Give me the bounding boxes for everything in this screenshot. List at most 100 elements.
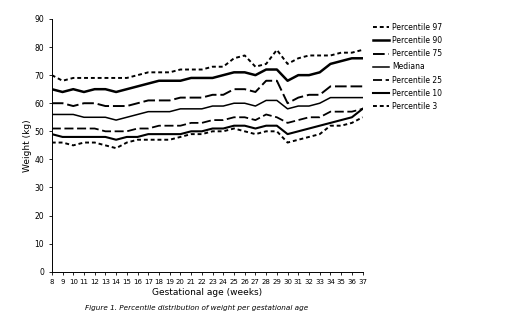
Mediana bbox=[102, 115, 108, 119]
Percentile 75 bbox=[359, 84, 366, 88]
Percentile 97 bbox=[241, 54, 248, 58]
Percentile 10 bbox=[49, 132, 55, 136]
Percentile 97 bbox=[274, 48, 280, 52]
Percentile 3 bbox=[231, 127, 237, 131]
Percentile 25 bbox=[113, 130, 119, 133]
Percentile 97 bbox=[359, 48, 366, 52]
Percentile 10 bbox=[102, 135, 108, 139]
Percentile 75 bbox=[92, 101, 98, 105]
Percentile 3 bbox=[188, 132, 194, 136]
Percentile 97 bbox=[102, 76, 108, 80]
Percentile 10 bbox=[113, 138, 119, 142]
Percentile 75 bbox=[60, 101, 66, 105]
Percentile 75 bbox=[209, 93, 215, 97]
Percentile 10 bbox=[145, 132, 151, 136]
Percentile 25 bbox=[199, 121, 205, 125]
Percentile 97 bbox=[60, 79, 66, 83]
Percentile 10 bbox=[92, 135, 98, 139]
Percentile 3 bbox=[135, 138, 141, 142]
Mediana bbox=[209, 104, 215, 108]
Percentile 10 bbox=[263, 124, 269, 128]
Percentile 75 bbox=[81, 101, 87, 105]
Percentile 10 bbox=[252, 127, 258, 131]
Percentile 10 bbox=[241, 124, 248, 128]
Percentile 75 bbox=[284, 101, 291, 105]
Text: Figure 1. Percentile distribution of weight per gestational age: Figure 1. Percentile distribution of wei… bbox=[85, 305, 308, 311]
Percentile 97 bbox=[124, 76, 130, 80]
Line: Percentile 10: Percentile 10 bbox=[52, 109, 363, 140]
Mediana bbox=[252, 104, 258, 108]
Percentile 75 bbox=[70, 104, 76, 108]
Percentile 97 bbox=[263, 62, 269, 66]
Mediana bbox=[177, 107, 183, 111]
Percentile 10 bbox=[231, 124, 237, 128]
Percentile 10 bbox=[70, 135, 76, 139]
Percentile 90 bbox=[306, 73, 312, 77]
Percentile 10 bbox=[177, 132, 183, 136]
Percentile 90 bbox=[220, 73, 226, 77]
Mediana bbox=[60, 112, 66, 116]
Percentile 90 bbox=[338, 59, 344, 63]
Percentile 10 bbox=[81, 135, 87, 139]
Percentile 3 bbox=[70, 143, 76, 147]
Percentile 10 bbox=[316, 124, 323, 128]
Percentile 10 bbox=[209, 127, 215, 131]
Percentile 90 bbox=[92, 87, 98, 91]
Percentile 75 bbox=[252, 90, 258, 94]
Percentile 3 bbox=[145, 138, 151, 142]
Percentile 10 bbox=[295, 130, 301, 133]
Percentile 25 bbox=[177, 124, 183, 128]
Percentile 90 bbox=[60, 90, 66, 94]
Percentile 75 bbox=[316, 93, 323, 97]
Mediana bbox=[241, 101, 248, 105]
Percentile 75 bbox=[156, 99, 162, 102]
Percentile 3 bbox=[49, 141, 55, 144]
Line: Percentile 3: Percentile 3 bbox=[52, 117, 363, 148]
Percentile 97 bbox=[316, 54, 323, 58]
Mediana bbox=[167, 110, 173, 113]
Percentile 10 bbox=[349, 115, 355, 119]
Percentile 97 bbox=[220, 65, 226, 69]
Percentile 3 bbox=[295, 138, 301, 142]
Percentile 3 bbox=[124, 141, 130, 144]
Mediana bbox=[113, 118, 119, 122]
Percentile 90 bbox=[231, 70, 237, 74]
Percentile 3 bbox=[338, 124, 344, 128]
Percentile 10 bbox=[306, 127, 312, 131]
Percentile 90 bbox=[113, 90, 119, 94]
Percentile 97 bbox=[49, 73, 55, 77]
Mediana bbox=[70, 112, 76, 116]
Percentile 10 bbox=[135, 135, 141, 139]
Percentile 3 bbox=[156, 138, 162, 142]
Percentile 97 bbox=[135, 73, 141, 77]
Mediana bbox=[327, 96, 334, 100]
Percentile 25 bbox=[359, 107, 366, 111]
Percentile 25 bbox=[327, 110, 334, 113]
Percentile 97 bbox=[284, 62, 291, 66]
Mediana bbox=[349, 96, 355, 100]
Percentile 10 bbox=[156, 132, 162, 136]
Percentile 90 bbox=[124, 87, 130, 91]
Mediana bbox=[284, 107, 291, 111]
Mediana bbox=[338, 96, 344, 100]
Percentile 25 bbox=[81, 127, 87, 131]
Percentile 10 bbox=[188, 130, 194, 133]
Percentile 97 bbox=[231, 56, 237, 60]
Percentile 25 bbox=[252, 118, 258, 122]
Percentile 75 bbox=[263, 79, 269, 83]
X-axis label: Gestational age (weeks): Gestational age (weeks) bbox=[152, 288, 262, 297]
Percentile 90 bbox=[359, 56, 366, 60]
Mediana bbox=[231, 101, 237, 105]
Percentile 75 bbox=[188, 96, 194, 100]
Percentile 97 bbox=[306, 54, 312, 58]
Percentile 25 bbox=[306, 115, 312, 119]
Percentile 25 bbox=[49, 127, 55, 131]
Percentile 25 bbox=[92, 127, 98, 131]
Line: Mediana: Mediana bbox=[52, 98, 363, 120]
Percentile 3 bbox=[349, 121, 355, 125]
Percentile 10 bbox=[284, 132, 291, 136]
Percentile 10 bbox=[220, 127, 226, 131]
Percentile 25 bbox=[349, 110, 355, 113]
Percentile 90 bbox=[135, 84, 141, 88]
Percentile 3 bbox=[241, 130, 248, 133]
